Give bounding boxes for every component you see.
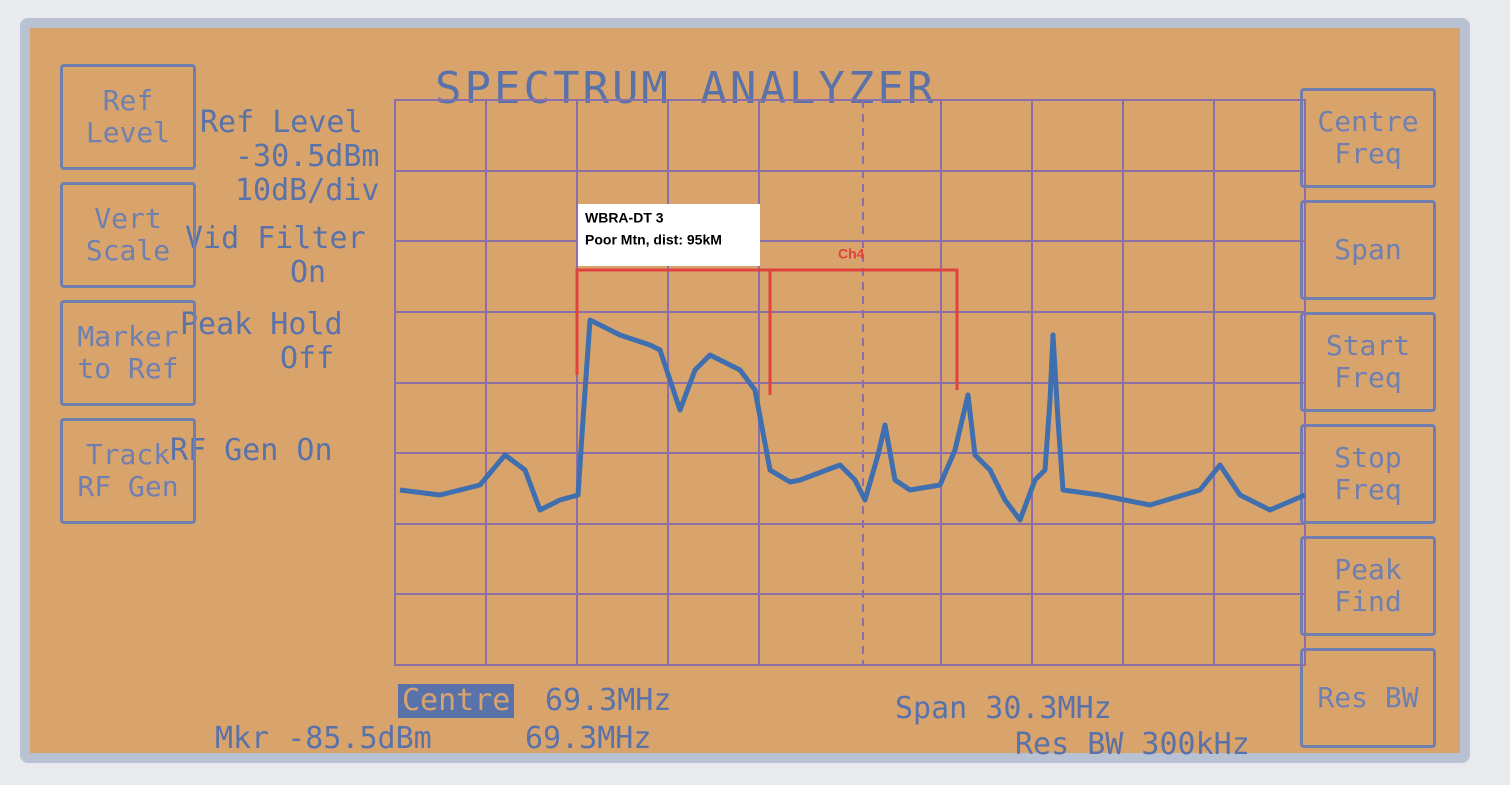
trace xyxy=(400,320,1305,520)
annotation-text: Poor Mtn, dist: 95kM xyxy=(585,232,722,248)
channel-label: Ch4 xyxy=(838,246,865,262)
page: SPECTRUM ANALYZER Ref Level -30.5dBm 10d… xyxy=(0,0,1510,785)
annotation-text: WBRA-DT 3 xyxy=(585,210,664,226)
channel-bracket xyxy=(577,270,957,395)
grid xyxy=(395,100,1305,665)
grid-horizontals xyxy=(395,171,1305,594)
plot: WBRA-DT 3 Poor Mtn, dist: 95kM Ch4 xyxy=(0,0,1510,785)
